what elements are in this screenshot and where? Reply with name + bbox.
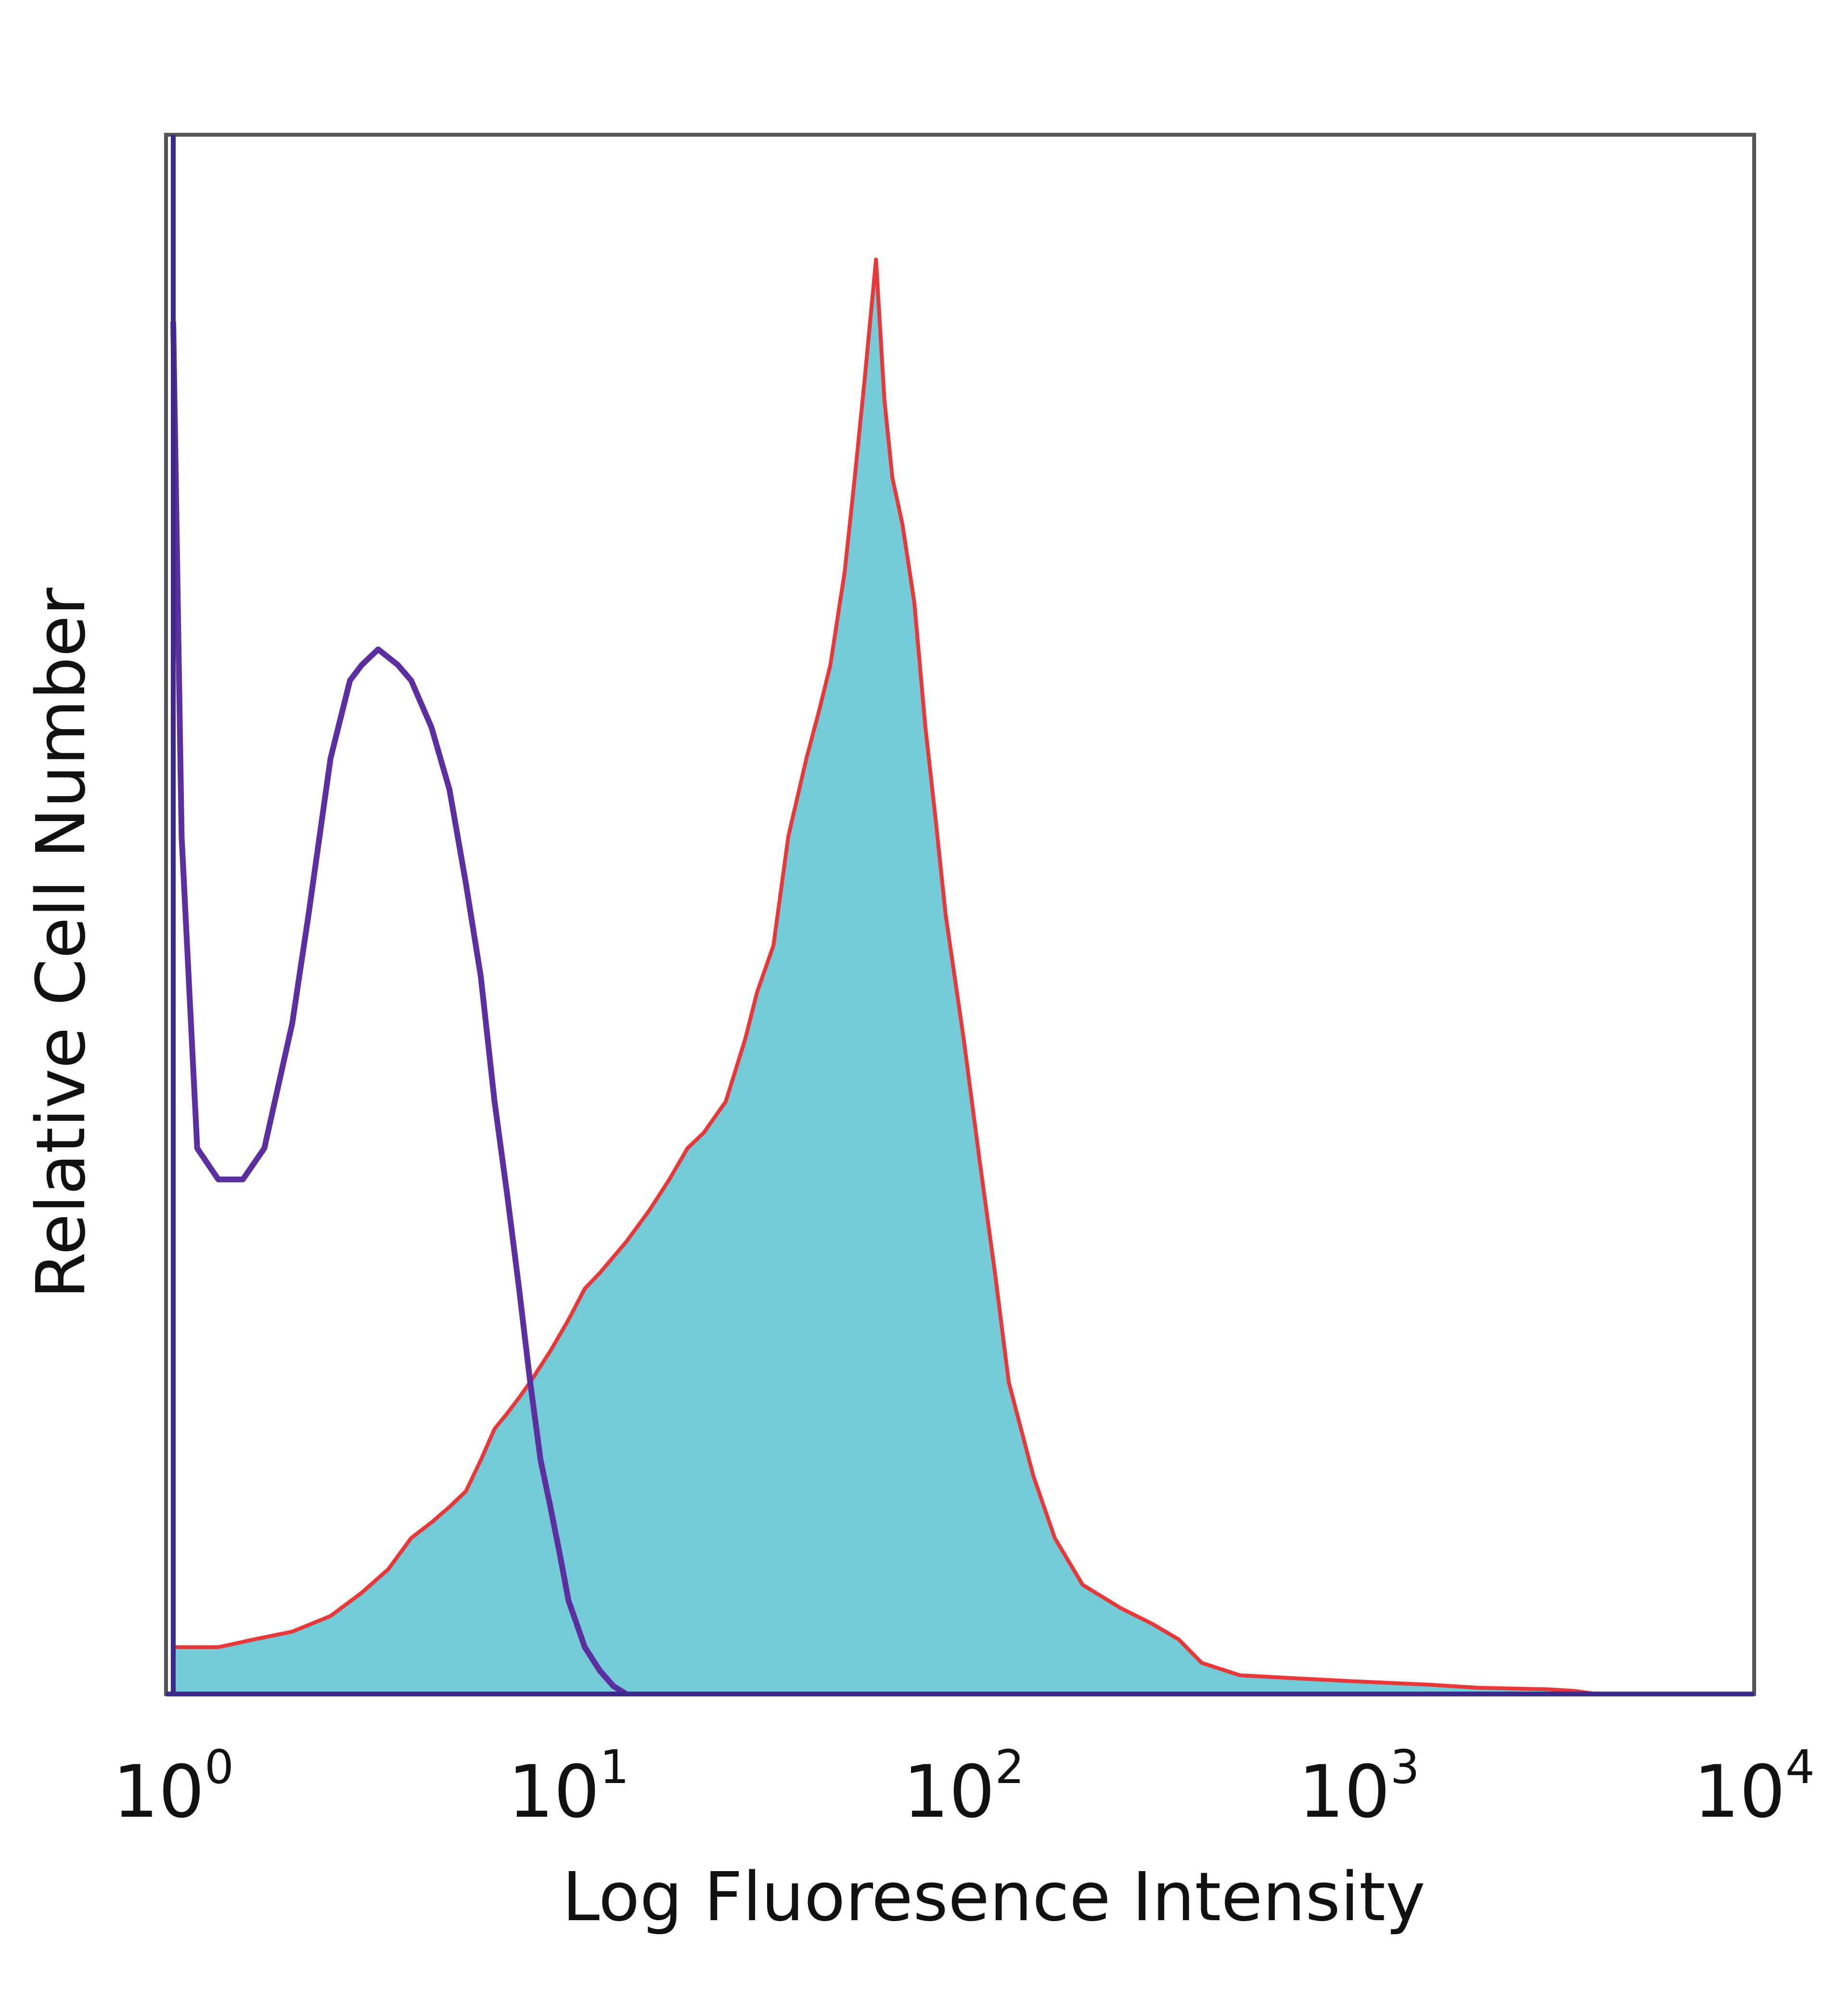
x-tick-label-4: 104 bbox=[1694, 1740, 1815, 1834]
filled-histogram-area-0 bbox=[173, 259, 1597, 1694]
y-axis-title: Relative Cell Number bbox=[22, 588, 101, 1299]
filled-histogram-outline-0 bbox=[173, 257, 1597, 1696]
x-tick-label-0: 100 bbox=[113, 1740, 234, 1834]
tick-layer: 100 101 102 103 104 bbox=[113, 1740, 1815, 1834]
x-tick-label-2: 102 bbox=[903, 1740, 1025, 1834]
x-tick-label-1: 101 bbox=[508, 1740, 629, 1834]
series-layer bbox=[170, 257, 1597, 1697]
x-axis-title: Log Fluoresence Intensity bbox=[562, 1858, 1425, 1937]
x-tick-label-3: 103 bbox=[1298, 1740, 1420, 1834]
histogram-line-1 bbox=[170, 321, 628, 1697]
